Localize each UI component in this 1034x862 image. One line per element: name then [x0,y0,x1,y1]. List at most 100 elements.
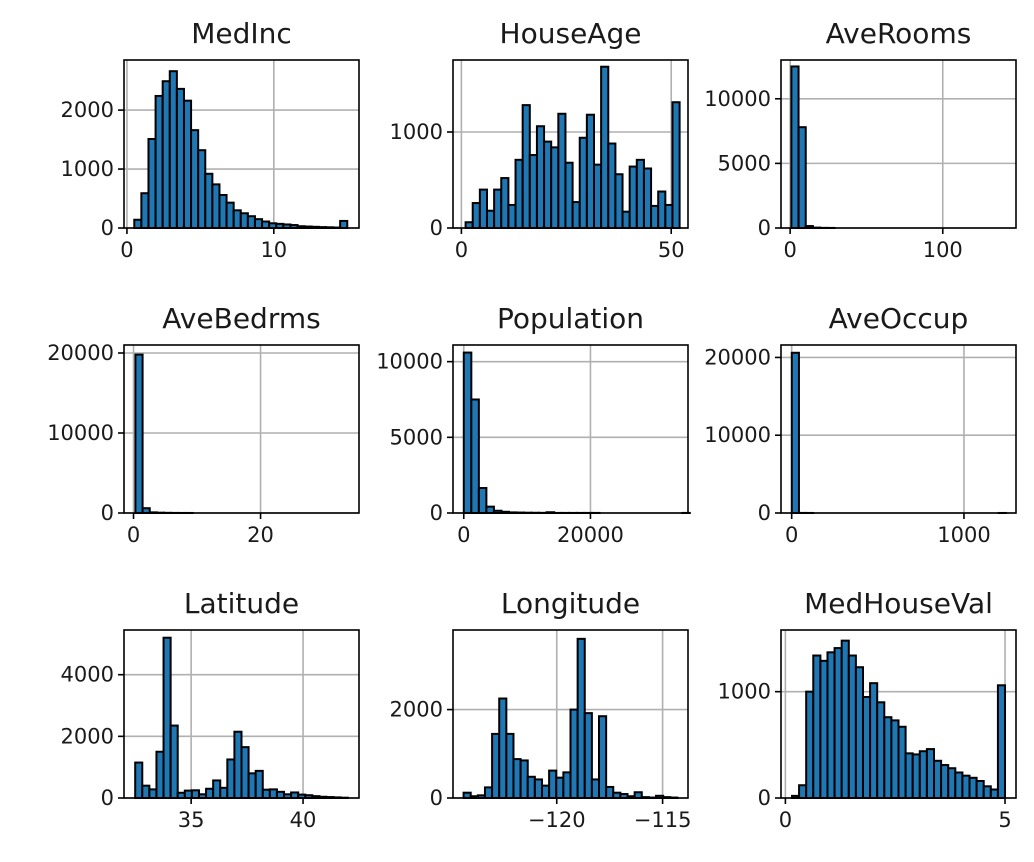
longitude-bar-9 [528,777,535,798]
medhouseval-bar-20 [934,761,941,798]
medhouseval-bar-17 [913,754,920,798]
longitude-title: Longitude [501,587,640,620]
houseage-bar-25 [644,168,651,228]
averooms-bar-1 [799,127,806,228]
medinc-title: MedInc [191,17,292,50]
latitude-title: Latitude [184,587,299,620]
avebedrms-y-tick-label: 10000 [47,421,114,445]
medhouseval-bar-3 [813,656,820,798]
avebedrms-y-tick-label: 20000 [47,341,114,365]
population-y-tick-label: 5000 [390,425,443,449]
latitude-bar-12 [220,788,227,798]
medhouseval-bar-10 [863,697,870,798]
latitude-bar-3 [156,752,163,798]
medinc-bar-3 [156,96,163,228]
latitude-y-tick-label: 2000 [61,724,114,748]
houseage-bar-19 [601,67,608,228]
medinc-bar-6 [177,89,184,228]
medinc-bar-14 [234,210,241,228]
longitude-bar-6 [506,734,513,798]
averooms-x-tick-label: 100 [923,238,963,262]
houseage-bar-17 [587,115,594,228]
medinc-bar-18 [262,222,269,228]
houseage-bar-22 [623,212,630,228]
latitude-bar-1 [142,786,149,798]
longitude-x-tick-label: −120 [528,808,586,832]
medhouseval-title: MedHouseVal [804,587,993,620]
houseage-bar-1 [473,203,480,228]
medinc-bar-0 [134,220,141,228]
houseage-bar-13 [558,114,565,228]
longitude-bar-4 [492,734,499,798]
longitude-x-tick-label: −115 [634,808,692,832]
population-x-tick-label: 20000 [557,523,624,547]
medhouseval-y-tick-label: 1000 [718,680,771,704]
longitude-bar-13 [556,778,563,798]
avebedrms-x-tick-label: 20 [247,523,274,547]
medhouseval-bar-11 [870,683,877,798]
medinc-bar-16 [248,216,255,228]
medinc-bar-4 [163,81,170,228]
longitude-bar-24 [635,792,642,798]
houseage-bar-29 [672,102,679,228]
averooms-x-tick-label: 0 [783,238,796,262]
latitude-bar-14 [234,732,241,798]
houseage-bar-2 [480,190,487,228]
longitude-y-tick-label: 2000 [390,698,443,722]
medhouseval-x-tick-label: 0 [779,808,792,832]
houseage-bar-8 [523,105,530,228]
medinc-x-tick-label: 10 [260,238,287,262]
longitude-bar-11 [542,786,549,798]
medinc-y-tick-label: 1000 [61,157,114,181]
avebedrms-y-tick-label: 0 [101,501,114,525]
population-x-tick-label: 0 [457,523,470,547]
medhouseval-bar-19 [927,749,934,798]
averooms-title: AveRooms [826,17,972,50]
medinc-bar-1 [141,193,148,228]
medinc-bar-12 [219,195,226,228]
longitude-bar-18 [592,779,599,798]
latitude-x-tick-label: 35 [178,808,205,832]
houseage-x-tick-label: 0 [455,238,468,262]
medhouseval-bar-18 [920,751,927,798]
medhouseval-bar-24 [962,776,969,798]
houseage-bar-6 [508,205,515,228]
longitude-y-tick-label: 0 [430,786,443,810]
latitude-bar-8 [192,790,199,798]
aveoccup-title: AveOccup [829,302,969,335]
averooms-y-tick-label: 0 [758,216,771,240]
longitude-bar-19 [599,716,606,798]
population-bar-0 [464,353,472,513]
latitude-y-tick-label: 4000 [61,663,114,687]
houseage-x-tick-label: 50 [658,238,685,262]
latitude-bar-13 [227,759,234,798]
latitude-bar-17 [256,771,263,798]
longitude-bar-10 [535,779,542,798]
population-bar-2 [479,488,487,513]
latitude-bar-15 [242,747,249,798]
medhouseval-bar-28 [991,789,998,798]
avebedrms-title: AveBedrms [162,302,320,335]
longitude-bar-7 [513,759,520,798]
medhouseval-bar-23 [955,772,962,798]
latitude-bar-18 [263,790,270,798]
aveoccup-y-tick-label: 0 [758,501,771,525]
latitude-bar-2 [149,789,156,798]
medinc-bar-15 [241,213,248,228]
houseage-bar-15 [573,202,580,228]
medinc-bar-29 [340,221,347,228]
latitude-x-tick-label: 40 [290,808,317,832]
latitude-bar-11 [213,780,220,798]
houseage-bar-0 [466,222,473,228]
medhouseval-bar-8 [849,656,856,798]
medhouseval-bar-25 [970,778,977,798]
population-title: Population [497,302,644,335]
longitude-bar-5 [499,699,506,798]
medhouseval-bar-1 [799,785,806,798]
houseage-bar-10 [537,126,544,228]
aveoccup-x-tick-label: 0 [785,523,798,547]
medhouseval-bar-9 [856,667,863,798]
medhouseval-bar-29 [998,685,1005,798]
latitude-bar-0 [135,763,142,798]
